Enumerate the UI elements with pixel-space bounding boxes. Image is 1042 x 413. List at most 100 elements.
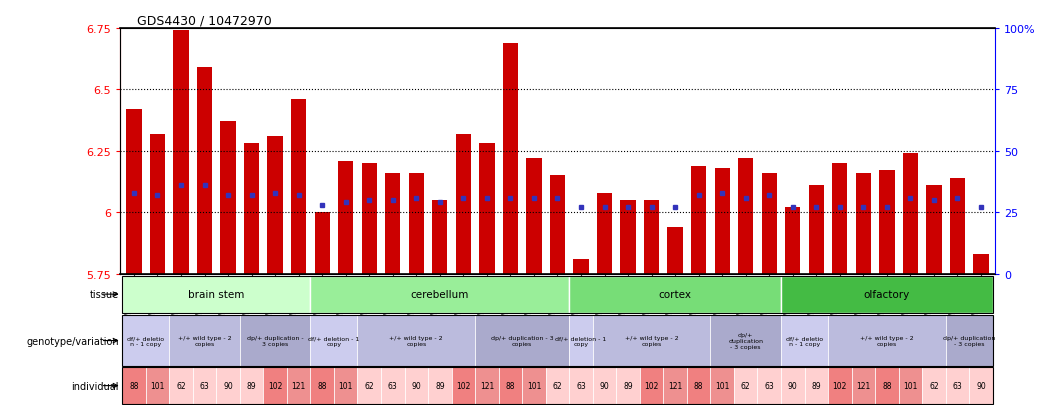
Bar <box>828 368 851 404</box>
Bar <box>311 368 333 404</box>
Bar <box>711 368 734 404</box>
Bar <box>357 316 475 366</box>
Text: 102: 102 <box>268 381 282 390</box>
Bar <box>381 368 404 404</box>
Text: 62: 62 <box>176 381 185 390</box>
Text: dp/+ duplication - 3
copies: dp/+ duplication - 3 copies <box>491 335 553 346</box>
Bar <box>197 68 213 274</box>
Text: 90: 90 <box>976 381 986 390</box>
Bar <box>758 368 782 404</box>
Text: 88: 88 <box>694 381 703 390</box>
Text: 63: 63 <box>576 381 586 390</box>
Text: GDS4430 / 10472970: GDS4430 / 10472970 <box>138 15 272 28</box>
Bar <box>715 169 729 274</box>
Bar <box>687 368 711 404</box>
Bar <box>475 316 569 366</box>
Bar <box>550 176 565 274</box>
Bar <box>969 368 993 404</box>
Bar <box>315 213 330 274</box>
Bar <box>569 276 782 313</box>
Text: 89: 89 <box>812 381 821 390</box>
Bar <box>526 159 542 274</box>
Text: dp/+ duplication -
3 copies: dp/+ duplication - 3 copies <box>247 335 303 346</box>
Bar <box>217 368 240 404</box>
Bar <box>499 368 522 404</box>
Bar <box>451 368 475 404</box>
Text: 88: 88 <box>318 381 327 390</box>
Bar <box>244 144 259 274</box>
Bar <box>311 276 569 313</box>
Text: df/+ deletion - 1
copy: df/+ deletion - 1 copy <box>308 335 359 346</box>
Bar <box>455 134 471 274</box>
Text: 121: 121 <box>857 381 870 390</box>
Bar <box>169 316 240 366</box>
Bar <box>734 368 758 404</box>
Text: +/+ wild type - 2
copies: +/+ wild type - 2 copies <box>390 335 443 346</box>
Bar <box>804 368 828 404</box>
Bar <box>620 200 636 274</box>
Text: 101: 101 <box>150 381 165 390</box>
Bar <box>169 368 193 404</box>
Text: +/+ wild type - 2
copies: +/+ wild type - 2 copies <box>860 335 914 346</box>
Bar <box>122 368 146 404</box>
Bar <box>333 368 357 404</box>
Bar <box>926 186 942 274</box>
Text: individual: individual <box>72 381 119 391</box>
Bar <box>357 368 381 404</box>
Bar <box>432 200 447 274</box>
Bar <box>738 159 753 274</box>
Bar <box>782 316 828 366</box>
Text: olfactory: olfactory <box>864 290 910 299</box>
Bar <box>668 228 683 274</box>
Bar <box>691 166 706 274</box>
Bar <box>193 368 217 404</box>
Text: 88: 88 <box>129 381 139 390</box>
Bar <box>879 171 894 274</box>
Text: brain stem: brain stem <box>189 290 245 299</box>
Bar <box>785 208 800 274</box>
Bar <box>291 100 306 274</box>
Bar <box>898 368 922 404</box>
Text: +/+ wild type - 2
copies: +/+ wild type - 2 copies <box>178 335 231 346</box>
Text: 89: 89 <box>247 381 256 390</box>
Bar <box>338 161 353 274</box>
Bar <box>408 173 424 274</box>
Bar <box>475 368 499 404</box>
Text: 63: 63 <box>388 381 398 390</box>
Bar <box>122 316 169 366</box>
Bar <box>404 368 428 404</box>
Bar <box>902 154 918 274</box>
Bar <box>597 193 612 274</box>
Text: tissue: tissue <box>90 290 119 299</box>
Text: 101: 101 <box>903 381 918 390</box>
Bar <box>146 368 169 404</box>
Bar <box>762 173 777 274</box>
Text: 121: 121 <box>292 381 305 390</box>
Text: dp/+
duplication
- 3 copies: dp/+ duplication - 3 copies <box>728 332 763 349</box>
Bar <box>782 276 993 313</box>
Text: cortex: cortex <box>659 290 692 299</box>
Text: 101: 101 <box>527 381 541 390</box>
Bar <box>150 134 165 274</box>
Text: 90: 90 <box>599 381 610 390</box>
Bar <box>287 368 311 404</box>
Text: 102: 102 <box>456 381 471 390</box>
Bar <box>875 368 898 404</box>
Text: 89: 89 <box>623 381 632 390</box>
Bar <box>428 368 451 404</box>
Bar <box>522 368 546 404</box>
Bar <box>502 44 518 274</box>
Text: 62: 62 <box>929 381 939 390</box>
Text: 89: 89 <box>435 381 445 390</box>
Bar <box>640 368 664 404</box>
Text: 88: 88 <box>883 381 892 390</box>
Text: df/+ deletio
n - 1 copy: df/+ deletio n - 1 copy <box>127 335 165 346</box>
Text: cerebellum: cerebellum <box>411 290 469 299</box>
Text: 63: 63 <box>200 381 209 390</box>
Bar <box>386 173 400 274</box>
Bar <box>946 316 993 366</box>
Bar <box>593 316 711 366</box>
Text: df/+ deletio
n - 1 copy: df/+ deletio n - 1 copy <box>786 335 823 346</box>
Bar <box>546 368 569 404</box>
Bar <box>479 144 495 274</box>
